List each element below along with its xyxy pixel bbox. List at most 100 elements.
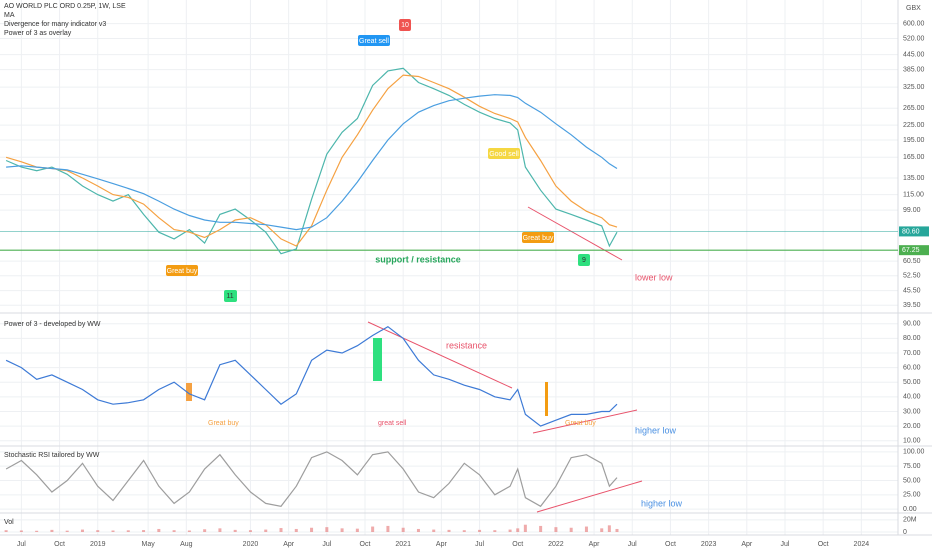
- annotation: Great buy: [523, 235, 554, 242]
- series-line: [5, 451, 618, 508]
- indicator-label: Power of 3 as overlay: [4, 30, 72, 37]
- annotation: Good sell: [489, 151, 519, 158]
- label-box: [166, 265, 198, 276]
- currency-label: GBX: [906, 5, 921, 12]
- volume-bar: [432, 529, 436, 532]
- volume-bar: [607, 525, 611, 532]
- volume-bar: [96, 530, 100, 532]
- y-tick-label: 0: [903, 529, 907, 536]
- volume-bar: [371, 526, 375, 532]
- y-tick-label: 25.00: [903, 492, 921, 499]
- trend-line: [367, 321, 513, 389]
- y-tick-label: 40.00: [903, 394, 921, 401]
- signal-bar: [373, 338, 382, 381]
- volume-bar: [248, 530, 252, 532]
- chart-title: AO WORLD PLC ORD 0.25P, 1W, LSE: [4, 3, 126, 10]
- volume-bar: [4, 530, 8, 532]
- volume-bar: [584, 526, 588, 532]
- x-tick-label: Oct: [54, 541, 65, 548]
- annotation: 11: [226, 293, 233, 300]
- annotation: support / resistance: [375, 254, 461, 264]
- volume-bar: [218, 528, 222, 532]
- y-tick-label: 325.00: [903, 84, 925, 91]
- x-tick-label: Apr: [741, 541, 753, 548]
- x-tick-label: Oct: [512, 541, 523, 548]
- volume-bar: [462, 530, 466, 532]
- x-tick-label: Jul: [17, 541, 26, 548]
- y-tick-label: 600.00: [903, 21, 925, 28]
- x-tick-label: Jul: [475, 541, 484, 548]
- label-box: [488, 148, 520, 159]
- series-line: [5, 67, 618, 255]
- x-tick-label: Oct: [665, 541, 676, 548]
- volume-bar: [600, 528, 604, 532]
- label-box: [224, 290, 237, 302]
- price-tag: [899, 226, 929, 237]
- volume-bar: [111, 530, 115, 532]
- signal-bar: [186, 383, 192, 401]
- x-tick-label: 2019: [90, 541, 106, 548]
- x-tick-label: Jul: [322, 541, 331, 548]
- x-tick-label: 2024: [854, 541, 870, 548]
- x-tick-label: Oct: [360, 541, 371, 548]
- volume-bar: [157, 528, 161, 532]
- y-tick-label: 0.00: [903, 506, 917, 513]
- y-tick-label: 10.00: [903, 438, 921, 445]
- price-tag-label: 67.25: [902, 247, 920, 254]
- indicator-label: Divergence for many indicator v3: [4, 21, 106, 28]
- y-tick-label: 265.00: [903, 105, 925, 112]
- volume-bar: [310, 527, 314, 532]
- price-tag-label: 80.60: [902, 228, 920, 235]
- x-tick-label: 2021: [395, 541, 411, 548]
- panel-title: Power of 3 - developed by WW: [4, 321, 101, 328]
- y-tick-label: 50.00: [903, 379, 921, 386]
- annotation: higher low: [635, 425, 677, 435]
- y-tick-label: 445.00: [903, 51, 925, 58]
- volume-bar: [516, 528, 520, 532]
- annotation: Great buy: [565, 420, 596, 427]
- label-box: [522, 232, 554, 243]
- signal-bar: [545, 382, 548, 416]
- volume-bar: [554, 527, 558, 532]
- y-tick-label: 70.00: [903, 350, 921, 357]
- x-tick-label: Jul: [628, 541, 637, 548]
- x-tick-label: Aug: [180, 541, 193, 548]
- annotation: Great buy: [208, 420, 239, 427]
- x-tick-label: Apr: [283, 541, 295, 548]
- x-tick-label: 2020: [243, 541, 259, 548]
- y-tick-label: 60.50: [903, 258, 921, 265]
- y-tick-label: 195.00: [903, 137, 925, 144]
- volume-bar: [126, 530, 130, 532]
- series-line: [6, 94, 618, 231]
- y-tick-label: 60.00: [903, 364, 921, 371]
- label-box: [358, 35, 390, 46]
- volume-bar: [233, 529, 237, 532]
- volume-bar: [264, 529, 268, 532]
- annotation: resistance: [446, 340, 487, 350]
- annotation: 10: [401, 22, 409, 29]
- volume-bar: [279, 528, 283, 532]
- label-box: [578, 254, 590, 266]
- y-tick-label: 90.00: [903, 321, 921, 328]
- volume-bar: [19, 530, 23, 532]
- volume-bar: [187, 530, 191, 532]
- annotation: lower low: [635, 272, 673, 282]
- x-tick-label: Jul: [781, 541, 790, 548]
- y-tick-label: 520.00: [903, 35, 925, 42]
- y-tick-label: 225.00: [903, 122, 925, 129]
- volume-bar: [294, 528, 298, 532]
- annotation: great sell: [378, 420, 407, 427]
- volume-bar: [340, 528, 344, 532]
- x-tick-label: 2022: [548, 541, 564, 548]
- volume-bar: [508, 529, 512, 532]
- volume-bar: [569, 527, 573, 532]
- volume-bar: [172, 530, 176, 532]
- annotation: 9: [582, 257, 586, 264]
- volume-bar: [80, 529, 84, 532]
- volume-bar: [615, 528, 619, 532]
- y-tick-label: 30.00: [903, 408, 921, 415]
- volume-bar: [386, 525, 390, 532]
- trend-line: [527, 206, 623, 261]
- x-tick-label: May: [142, 541, 156, 548]
- y-tick-label: 100.00: [903, 449, 925, 456]
